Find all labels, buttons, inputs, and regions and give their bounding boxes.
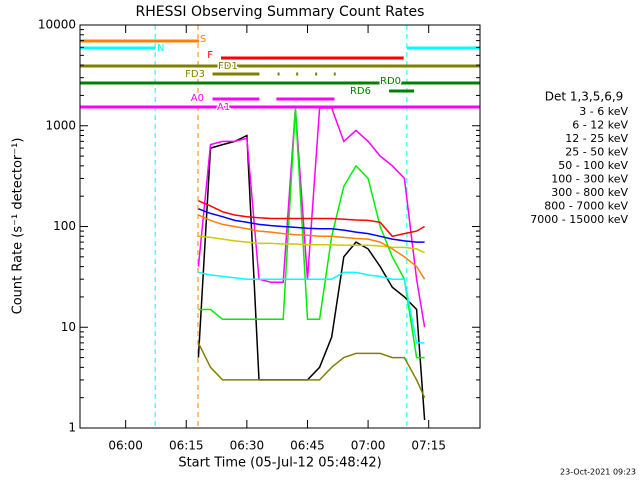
series-line [197,342,426,399]
legend-label: 7000 - 15000 keV [530,213,628,226]
footer: 23-Oct-2021 09:23 [560,468,636,477]
series-line [198,214,426,280]
y-tick-label: 1 [68,421,76,435]
flag-label: F [207,50,213,61]
x-tick-label: 07:00 [351,439,386,453]
legend-label: 300 - 800 keV [551,186,628,199]
y-tick-label: 100 [53,219,76,233]
legend-label: 3 - 6 keV [579,105,628,118]
legend-label: 25 - 50 keV [565,146,628,159]
series-line [197,107,426,328]
x-tick-label: 06:30 [230,439,265,453]
legend-label: 800 - 7000 keV [544,200,628,213]
x-tick-label: 06:00 [108,439,143,453]
y-tick-label: 1000 [45,118,76,132]
flag-label: FD1 [218,61,238,72]
flag-label: A0 [191,93,204,104]
chart-title: RHESSI Observing Summary Count Rates [136,4,425,20]
flag-label: FD3 [185,69,205,80]
legend-title: Det 1,3,5,6,9 [545,90,624,104]
legend-label: 50 - 100 keV [558,159,628,172]
flag-label: N [157,43,164,54]
series-line [198,200,425,238]
flag-label: RD0 [380,76,401,87]
legend-label: 6 - 12 keV [572,119,628,132]
series-line [198,208,425,243]
x-tick-label: 07:15 [411,439,446,453]
flag-label: S [200,34,206,45]
series-line [198,271,425,344]
flag-label: A1 [217,102,230,113]
x-tick-label: 06:45 [290,439,325,453]
x-axis-label: Start Time (05-Jul-12 05:48:42) [178,456,381,471]
legend-label: 100 - 300 keV [551,173,628,186]
x-tick-label: 06:15 [169,439,204,453]
y-tick-label: 10 [61,320,76,334]
series-line [198,107,425,359]
y-axis-label: Count Rate (s⁻¹ detector⁻¹) [11,138,26,315]
y-tick-label: 10000 [38,18,76,32]
flag-label: RD6 [350,86,371,97]
legend-label: 12 - 25 keV [565,132,628,145]
